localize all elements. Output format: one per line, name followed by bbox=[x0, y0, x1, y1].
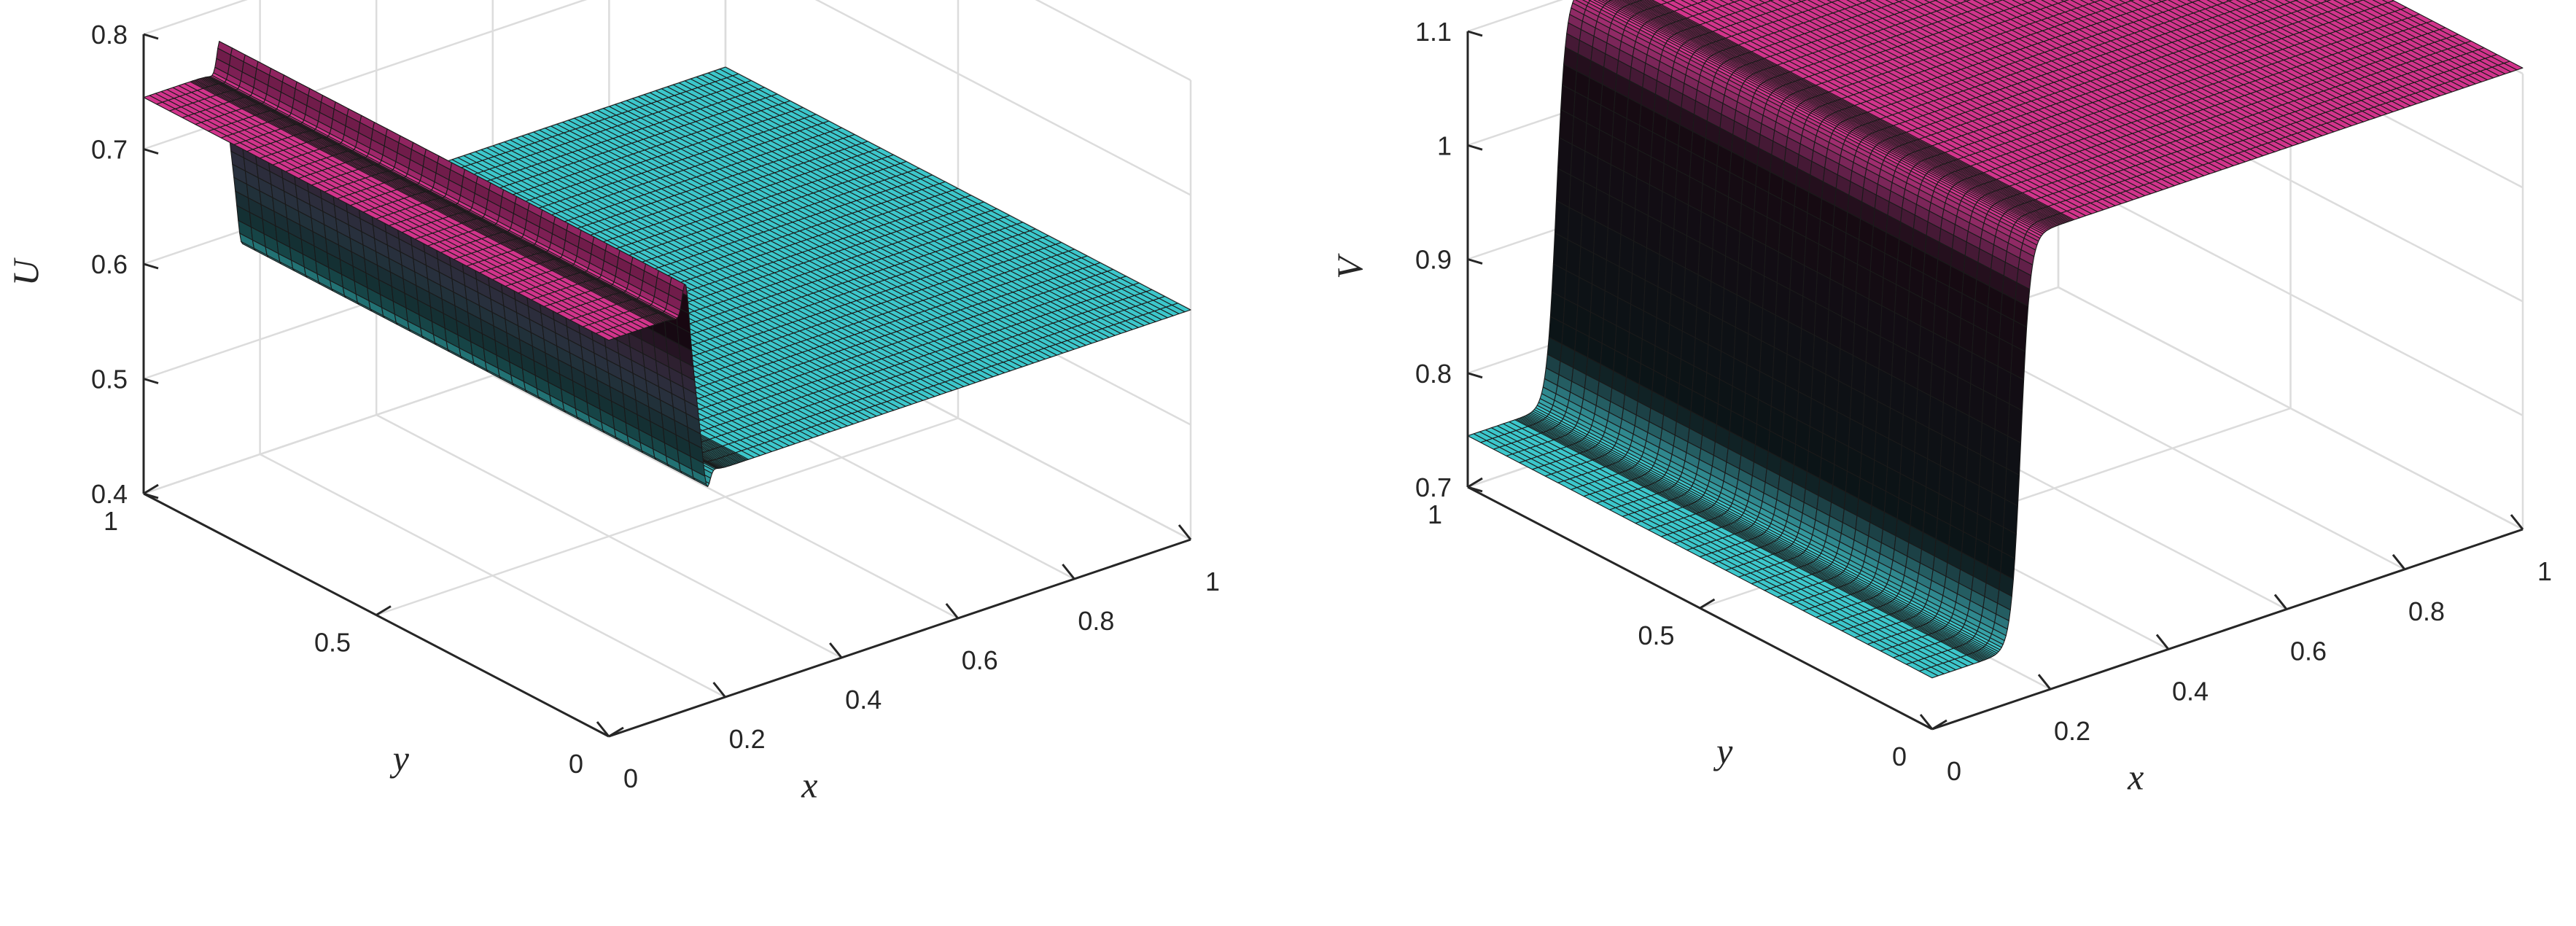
surface bbox=[143, 41, 1191, 487]
grid-line bbox=[375, 417, 959, 616]
grid-line bbox=[143, 0, 248, 36]
grid-line bbox=[1035, 0, 1191, 82]
grid-line bbox=[814, 0, 1191, 196]
